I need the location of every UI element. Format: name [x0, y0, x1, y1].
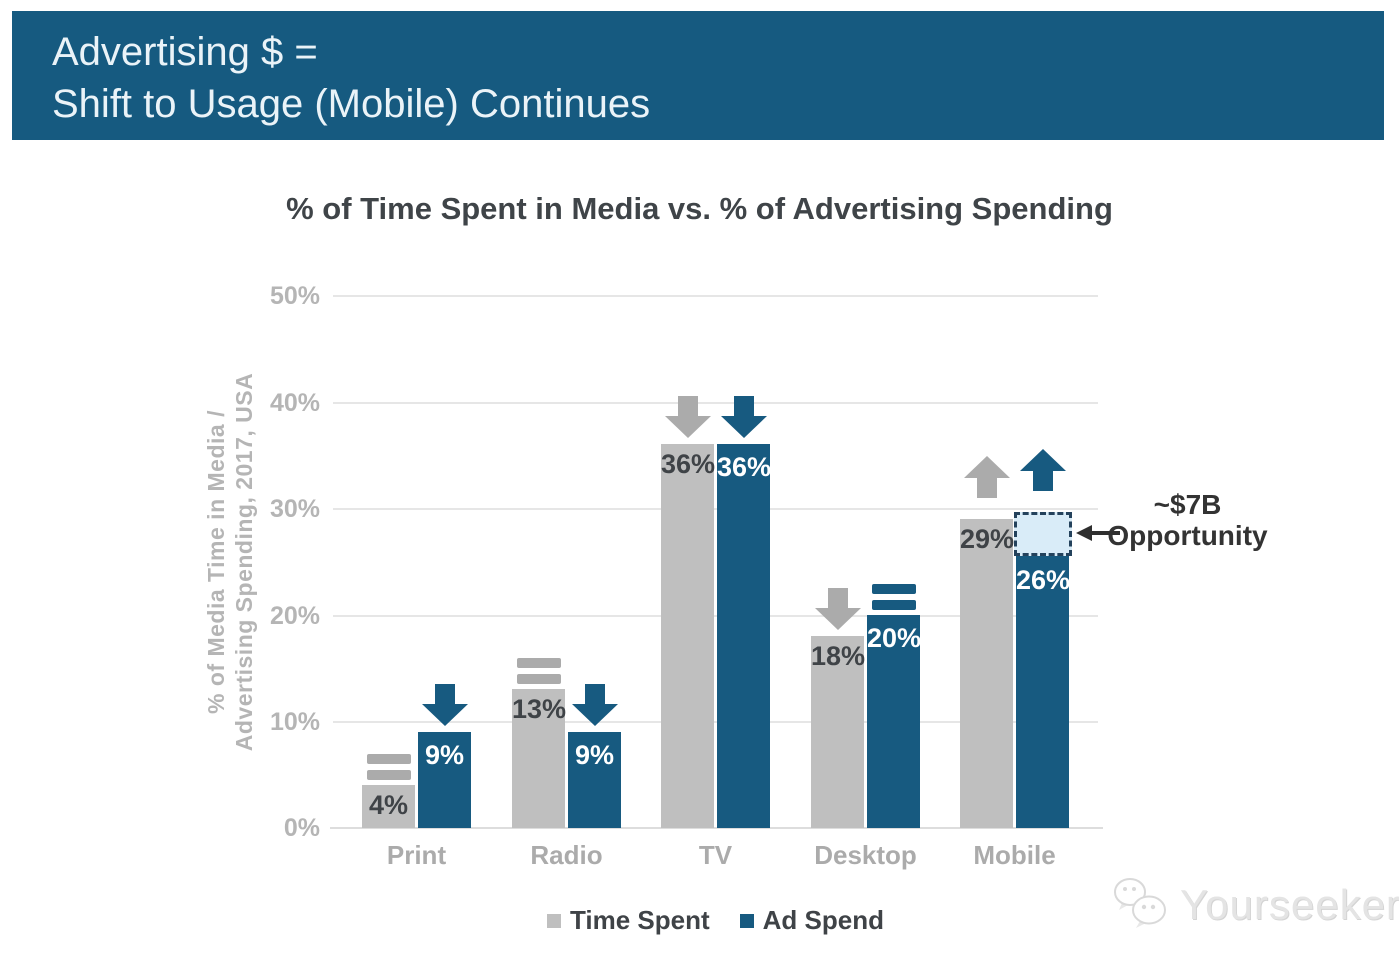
trend-equals-icon	[517, 658, 561, 684]
x-axis-baseline	[330, 827, 1103, 829]
left-arrow-icon	[1076, 525, 1120, 541]
bar-tv-ad-spend: 36%	[717, 444, 772, 828]
bar-value-label: 13%	[512, 694, 567, 724]
watermark: Yourseeker	[1110, 872, 1399, 938]
category-label-desktop: Desktop	[814, 840, 917, 870]
bar-print-ad-spend: 9%	[418, 732, 471, 828]
y-tick-label: 30%	[269, 495, 320, 523]
gridline-50	[333, 295, 1098, 297]
legend: Time Spent Ad Spend	[333, 905, 1098, 936]
bar-value-label: 36%	[717, 452, 772, 482]
ad-spend-swatch-icon	[739, 913, 754, 928]
bar-value-label: 18%	[811, 641, 866, 671]
category-label-tv: TV	[698, 840, 733, 870]
legend-label-time-spent: Time Spent	[569, 905, 710, 935]
y-tick-label: 10%	[269, 708, 320, 736]
time-spent-swatch-icon	[546, 913, 561, 928]
trend-down-icon	[665, 396, 711, 438]
opportunity-annotation-line2: Opportunity	[1107, 520, 1268, 551]
bar-value-label: 20%	[867, 623, 922, 653]
trend-equals-icon	[872, 584, 916, 610]
bar-radio-ad-spend: 9%	[568, 732, 621, 828]
bar-value-label: 29%	[960, 524, 1015, 554]
opportunity-annotation: ~$7B Opportunity	[1100, 489, 1275, 551]
trend-down-icon	[815, 588, 861, 630]
trend-equals-icon	[367, 754, 411, 780]
legend-label-ad-spend: Ad Spend	[762, 905, 884, 935]
category-label-radio: Radio	[530, 840, 603, 870]
legend-item-time-spent: Time Spent	[546, 905, 710, 936]
bar-value-label: 4%	[368, 790, 409, 820]
bar-desktop-time-spent: 18%	[811, 636, 866, 828]
trend-up-icon	[964, 456, 1010, 498]
gridline-20	[333, 615, 1098, 617]
gridline-40	[333, 402, 1098, 404]
opportunity-annotation-line1: ~$7B	[1153, 489, 1222, 520]
y-tick-label: 0%	[283, 814, 320, 842]
trend-down-icon	[422, 684, 468, 726]
legend-item-ad-spend: Ad Spend	[739, 905, 884, 936]
trend-up-icon	[1020, 449, 1066, 491]
watermark-text: Yourseeker	[1180, 881, 1399, 928]
y-tick-label: 40%	[269, 389, 320, 417]
bar-value-label: 36%	[661, 449, 716, 479]
trend-down-icon	[572, 684, 618, 726]
bar-mobile-time-spent: 29%	[960, 519, 1015, 828]
y-tick-label: 20%	[269, 602, 320, 630]
gridline-10	[333, 721, 1098, 723]
category-label-mobile: Mobile	[973, 840, 1056, 870]
category-label-print: Print	[386, 840, 447, 870]
opportunity-box	[1014, 512, 1072, 556]
bar-print-time-spent: 4%	[362, 785, 415, 828]
bar-desktop-ad-spend: 20%	[867, 615, 922, 828]
bar-value-label: 9%	[424, 740, 465, 770]
bar-tv-time-spent: 36%	[661, 444, 716, 828]
slide-title-banner: Advertising $ = Shift to Usage (Mobile) …	[12, 11, 1384, 140]
y-tick-label: 50%	[269, 282, 320, 310]
trend-down-icon	[721, 396, 767, 438]
bar-value-label: 9%	[574, 740, 615, 770]
chat-bubbles-logo-icon	[1114, 878, 1166, 928]
slide-title-line1: Advertising $ =	[52, 30, 318, 74]
bar-value-label: 26%	[1016, 565, 1071, 595]
gridline-30	[333, 508, 1098, 510]
bar-radio-time-spent: 13%	[512, 689, 567, 828]
slide-title-line2: Shift to Usage (Mobile) Continues	[52, 82, 651, 126]
bar-mobile-ad-spend: 26%	[1016, 551, 1071, 828]
chart-title: % of Time Spent in Media vs. % of Advert…	[286, 191, 1113, 226]
